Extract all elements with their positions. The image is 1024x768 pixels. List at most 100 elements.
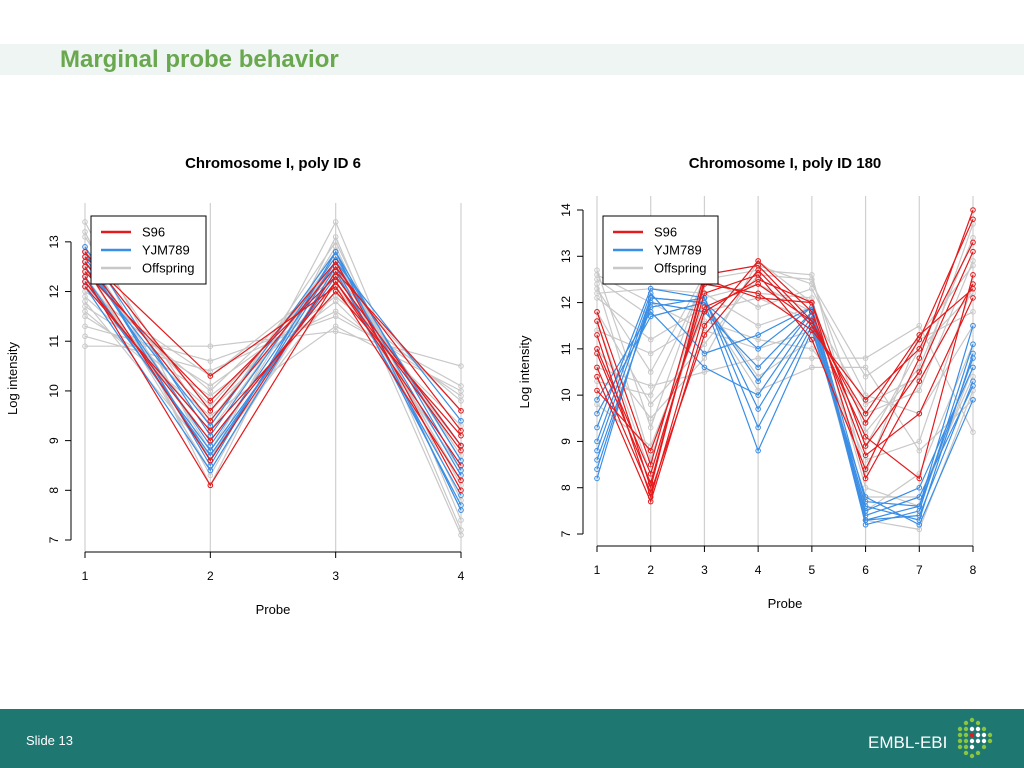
series-line-s96 — [84, 256, 462, 481]
data-point-offspring — [647, 415, 654, 422]
data-point-yjm789 — [970, 341, 976, 348]
data-point-offspring — [647, 424, 654, 431]
slide-number: Slide 13 — [26, 733, 73, 748]
series-line-yjm789 — [84, 265, 462, 506]
data-point-yjm789 — [594, 457, 600, 463]
data-point-s96 — [207, 373, 214, 379]
data-point-offspring — [970, 429, 976, 435]
footer-bar: Slide 13 EMBL-EBI — [0, 709, 1024, 768]
data-point-yjm789 — [647, 295, 654, 301]
data-point-s96 — [970, 216, 976, 223]
data-point-offspring — [647, 392, 654, 398]
series-line-yjm789 — [84, 260, 462, 476]
data-point-yjm789 — [594, 424, 600, 431]
data-point-s96 — [916, 346, 923, 352]
data-point-yjm789 — [916, 484, 923, 491]
data-point-s96 — [207, 398, 214, 404]
data-point-s96 — [207, 427, 214, 434]
data-point-offspring — [647, 383, 654, 389]
data-point-offspring — [862, 373, 869, 380]
data-point-yjm789 — [755, 406, 761, 412]
data-point-offspring — [809, 272, 815, 278]
data-point-offspring — [701, 341, 708, 348]
data-point-yjm789 — [916, 494, 923, 500]
series-line-s96 — [596, 260, 974, 504]
data-point-offspring — [458, 532, 464, 538]
data-point-offspring — [809, 285, 815, 292]
series-line-yjm789 — [84, 250, 462, 511]
data-point-yjm789 — [755, 332, 761, 338]
data-point-s96 — [916, 475, 923, 482]
data-point-s96 — [458, 477, 464, 484]
data-point-offspring — [862, 484, 869, 491]
series-line-yjm789 — [596, 288, 974, 512]
data-point-s96 — [916, 410, 923, 417]
data-point-offspring — [332, 219, 339, 225]
data-point-yjm789 — [755, 392, 761, 398]
data-point-offspring — [82, 323, 88, 330]
data-point-offspring — [82, 234, 88, 240]
x-tick-label: 2 — [647, 563, 654, 577]
legend-label-offspring: Offspring — [142, 261, 195, 276]
x-axis-label: Probe — [256, 602, 291, 617]
data-point-s96 — [207, 482, 214, 489]
x-tick-label: 1 — [594, 563, 601, 577]
data-point-yjm789 — [970, 355, 976, 361]
data-point-offspring — [82, 343, 88, 349]
series-line-offspring — [596, 297, 974, 452]
data-point-yjm789 — [647, 309, 654, 315]
x-tick-label: 4 — [755, 563, 762, 577]
series-line-s96 — [84, 251, 462, 491]
data-point-s96 — [755, 281, 761, 287]
data-point-yjm789 — [970, 322, 976, 329]
data-point-offspring — [916, 322, 923, 329]
data-point-yjm789 — [755, 447, 761, 454]
series-line-s96 — [84, 266, 462, 462]
data-point-yjm789 — [970, 378, 976, 385]
y-tick-label: 13 — [47, 235, 61, 249]
slide-title: Marginal probe behavior — [60, 46, 339, 73]
data-point-s96 — [755, 267, 761, 273]
x-tick-label: 1 — [82, 569, 89, 583]
data-point-yjm789 — [594, 447, 600, 454]
data-point-s96 — [647, 489, 654, 496]
data-point-yjm789 — [755, 346, 761, 352]
x-tick-label: 5 — [809, 563, 816, 577]
series-line-s96 — [596, 219, 974, 467]
x-axis-label: Probe — [768, 596, 803, 611]
data-point-s96 — [82, 248, 88, 255]
data-point-yjm789 — [207, 447, 214, 454]
series-line-offspring — [596, 260, 974, 415]
series-line-yjm789 — [596, 297, 974, 507]
data-point-s96 — [916, 355, 923, 361]
data-point-yjm789 — [332, 248, 339, 255]
embl-ebi-logo-icon — [957, 717, 993, 759]
series-line-yjm789 — [596, 297, 974, 521]
data-point-offspring — [970, 309, 976, 315]
y-tick-label: 9 — [47, 437, 61, 444]
data-point-s96 — [458, 432, 464, 439]
x-tick-label: 4 — [458, 569, 465, 583]
data-point-offspring — [332, 308, 339, 315]
data-point-s96 — [862, 410, 869, 417]
data-point-s96 — [970, 285, 976, 292]
data-point-s96 — [207, 457, 214, 464]
data-point-yjm789 — [701, 350, 708, 357]
legend-label-yjm789: YJM789 — [142, 243, 190, 258]
data-point-s96 — [701, 290, 708, 297]
x-tick-label: 3 — [332, 569, 339, 583]
data-point-offspring — [332, 239, 339, 245]
data-point-s96 — [970, 248, 976, 255]
data-point-s96 — [916, 369, 923, 375]
data-point-offspring — [82, 333, 88, 340]
data-point-offspring — [82, 219, 88, 225]
embl-ebi-logo-text: EMBL-EBI — [868, 733, 948, 752]
data-point-s96 — [207, 408, 214, 414]
series-line-offspring — [596, 288, 974, 512]
data-point-offspring — [809, 364, 815, 371]
data-point-yjm789 — [594, 438, 600, 445]
data-point-offspring — [862, 364, 869, 371]
data-point-yjm789 — [594, 410, 600, 417]
data-point-offspring — [647, 401, 654, 408]
